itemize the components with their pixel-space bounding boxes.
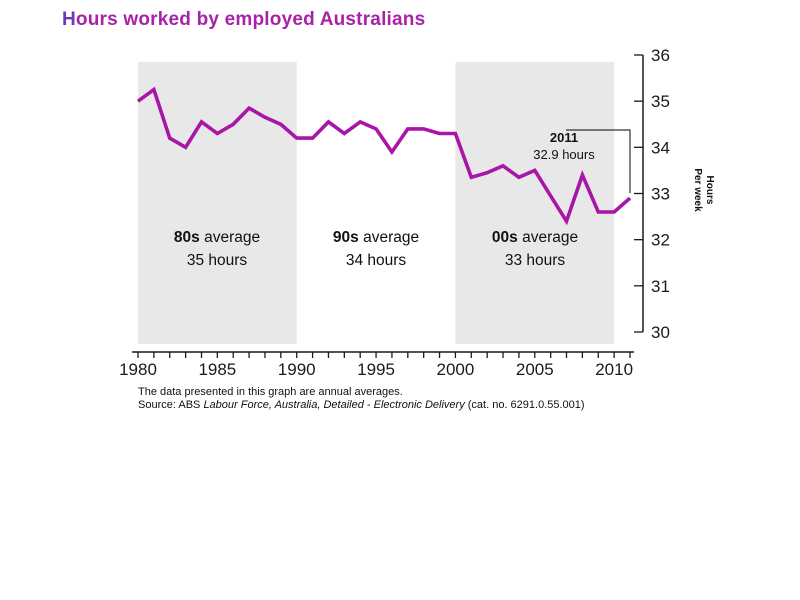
- annotation-80s-text: average: [199, 229, 261, 246]
- y-tick-label: 31: [651, 277, 670, 296]
- hours-worked-line: [136, 86, 632, 226]
- x-tick-label: 1985: [198, 360, 236, 379]
- x-tick-label: 2000: [437, 360, 475, 379]
- source-publication: Labour Force, Australia, Detailed - Elec…: [203, 399, 465, 411]
- source-catalogue-number: (cat. no. 6291.0.55.001): [464, 399, 585, 411]
- callout-value: 32.9 hours: [533, 147, 595, 162]
- annotation-80s-line1: 80s average: [137, 226, 297, 249]
- x-tick-label: 2005: [516, 360, 554, 379]
- y-tick-label: 34: [651, 138, 670, 157]
- decade-band-80s: [138, 62, 297, 344]
- annotation-90s-average: 90s average 34 hours: [296, 226, 456, 272]
- source-prefix: Source: ABS: [138, 399, 204, 411]
- decade-band-00s: [455, 62, 615, 344]
- callout-year: 2011: [549, 130, 579, 145]
- annotation-80s-value: 35 hours: [186, 252, 248, 269]
- annotation-90s-text: average: [358, 229, 420, 246]
- data-line: [136, 86, 632, 226]
- x-axis: 1980 1985 1990 1995 2000 2005 2010: [119, 351, 634, 379]
- y-tick-label: 33: [651, 185, 670, 204]
- footnote-note: The data presented in this graph are ann…: [138, 386, 403, 398]
- y-tick-label: 30: [651, 323, 670, 342]
- x-tick-label: 1995: [357, 360, 395, 379]
- annotation-00s-value: 33 hours: [504, 252, 566, 269]
- annotation-90s-line1: 90s average: [296, 226, 456, 249]
- callout-bracket: [566, 129, 631, 194]
- y-axis-title-line1: Hours: [704, 175, 715, 205]
- y-tick-label: 36: [651, 46, 670, 65]
- chart-title-first-letter: H: [62, 9, 76, 30]
- annotation-90s-decade: 90s: [332, 229, 359, 246]
- y-tick-label: 35: [651, 92, 670, 111]
- x-tick-label: 2010: [595, 360, 633, 379]
- x-tick-label: 1990: [278, 360, 316, 379]
- x-tick-label: 1980: [119, 360, 157, 379]
- decade-bands: [138, 62, 615, 344]
- annotation-90s-value: 34 hours: [345, 252, 407, 269]
- annotation-00s-line1: 00s average: [455, 226, 615, 249]
- annotation-00s-decade: 00s: [491, 229, 518, 246]
- chart-title: Hours worked by employed Australians: [62, 9, 425, 31]
- chart-title-rest: ours worked by employed Australians: [75, 9, 426, 30]
- y-axis-title-line2: Per week: [692, 168, 703, 212]
- y-tick-label: 32: [651, 231, 670, 250]
- footnotes: The data presented in this graph are ann…: [138, 386, 585, 412]
- annotation-80s-decade: 80s: [173, 229, 200, 246]
- footnote-source: Source: ABS Labour Force, Australia, Det…: [138, 399, 585, 412]
- y-axis: 30 31 32 33 34 35 36: [634, 46, 670, 342]
- callout-bracket-line: [566, 129, 631, 194]
- annotation-00s-text: average: [517, 229, 579, 246]
- annotation-80s-average: 80s average 35 hours: [137, 226, 297, 272]
- y-axis-title: Hours Per week: [689, 153, 715, 227]
- callout-2011: 2011 32.9 hours: [512, 129, 616, 163]
- annotation-00s-average: 00s average 33 hours: [455, 226, 615, 272]
